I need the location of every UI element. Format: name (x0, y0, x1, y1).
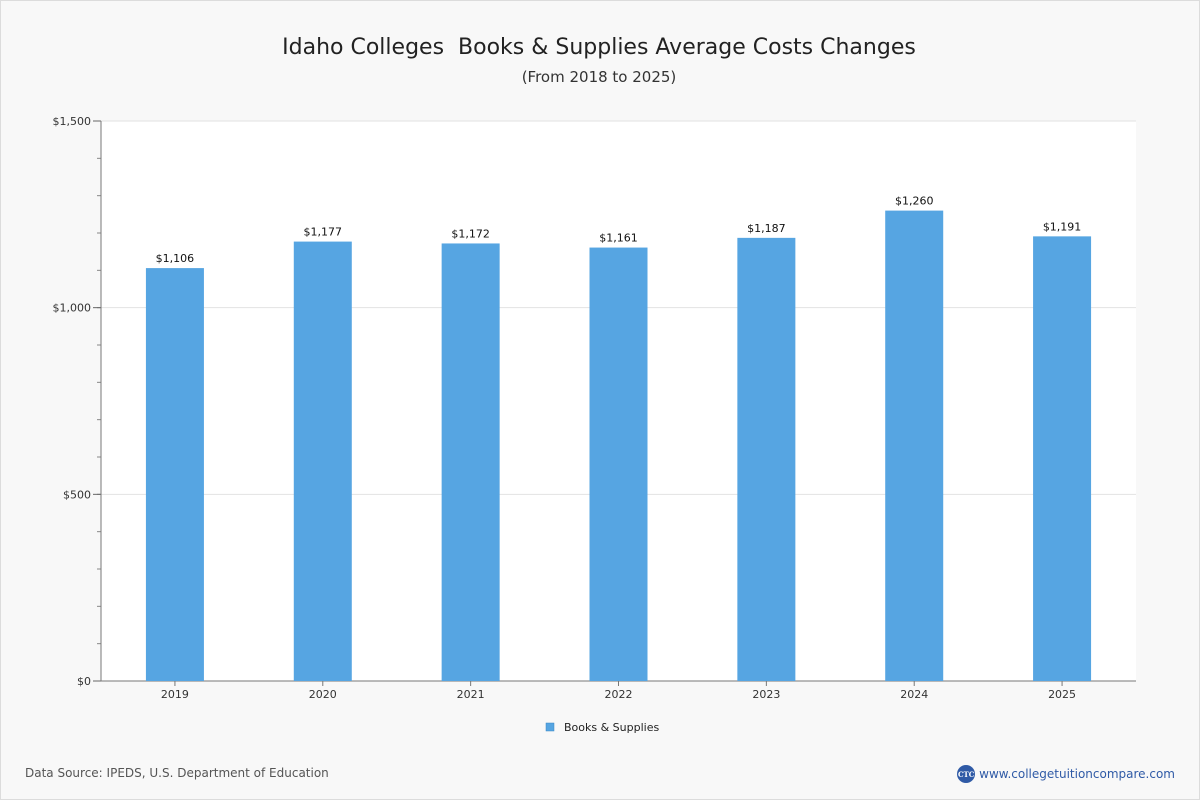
y-tick-label: $1,500 (53, 115, 92, 128)
ctc-logo-icon: CTC (957, 765, 976, 783)
chart-subtitle: (From 2018 to 2025) (521, 68, 677, 86)
bar (737, 237, 796, 681)
x-tick-label: 2024 (900, 688, 928, 701)
x-tick-label: 2020 (309, 688, 337, 701)
bar (145, 268, 204, 681)
site-url[interactable]: www.collegetuitioncompare.com (979, 767, 1175, 781)
x-tick-label: 2022 (605, 688, 633, 701)
y-tick-label: $0 (77, 675, 91, 688)
x-tick-label: 2023 (752, 688, 780, 701)
bar-value-label: $1,161 (599, 232, 638, 245)
bar (293, 241, 352, 681)
x-tick-label: 2021 (457, 688, 485, 701)
bar-value-label: $1,106 (156, 252, 195, 265)
x-tick-label: 2025 (1048, 688, 1076, 701)
bar-value-label: $1,191 (1043, 220, 1082, 233)
bar (441, 243, 500, 681)
legend-swatch (545, 722, 555, 732)
bar (589, 247, 648, 681)
bar-value-label: $1,172 (451, 227, 490, 240)
y-tick-label: $500 (63, 488, 91, 501)
y-tick-label: $1,000 (53, 302, 92, 315)
site-logo-link[interactable]: CTC www.collegetuitioncompare.com (957, 765, 1175, 783)
x-tick-label: 2019 (161, 688, 189, 701)
bar (1033, 236, 1092, 682)
bar (885, 210, 944, 681)
bar-value-label: $1,260 (895, 195, 934, 208)
bar-value-label: $1,187 (747, 222, 786, 235)
legend-label: Books & Supplies (564, 721, 659, 734)
chart-title: Idaho Colleges Books & Supplies Average … (282, 35, 916, 60)
data-source: Data Source: IPEDS, U.S. Department of E… (25, 766, 329, 780)
bar-value-label: $1,177 (304, 226, 343, 239)
